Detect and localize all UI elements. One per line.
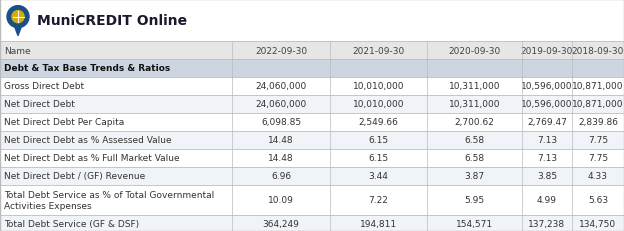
Text: Net Direct Debt: Net Direct Debt: [4, 100, 75, 109]
Text: Name: Name: [4, 46, 31, 55]
Bar: [0, 42, 624, 60]
Text: 3.87: 3.87: [464, 172, 485, 181]
Bar: [0, 149, 624, 167]
Text: 6,098.85: 6,098.85: [261, 118, 301, 127]
Text: 4.99: 4.99: [537, 196, 557, 205]
Text: Total Debt Service as % of Total Governmental
Activities Expenses: Total Debt Service as % of Total Governm…: [4, 191, 214, 210]
Bar: [0, 167, 624, 185]
Text: 5.95: 5.95: [464, 196, 485, 205]
Text: Net Direct Debt as % Full Market Value: Net Direct Debt as % Full Market Value: [4, 154, 180, 163]
Text: 24,060,000: 24,060,000: [255, 100, 306, 109]
Text: Gross Direct Debt: Gross Direct Debt: [4, 82, 84, 91]
Text: 7.13: 7.13: [537, 154, 557, 163]
Text: 134,750: 134,750: [580, 219, 617, 228]
Text: 10,311,000: 10,311,000: [449, 82, 500, 91]
Text: 2018-09-30: 2018-09-30: [572, 46, 624, 55]
Text: 137,238: 137,238: [529, 219, 565, 228]
Bar: [0, 131, 624, 149]
Text: 10,311,000: 10,311,000: [449, 100, 500, 109]
Text: 364,249: 364,249: [263, 219, 300, 228]
Text: 10,871,000: 10,871,000: [572, 82, 624, 91]
Text: 3.44: 3.44: [369, 172, 388, 181]
Text: 2,549.66: 2,549.66: [359, 118, 399, 127]
Text: 14.48: 14.48: [268, 136, 294, 145]
Text: 6.15: 6.15: [368, 136, 389, 145]
Circle shape: [7, 7, 29, 28]
Text: 14.48: 14.48: [268, 154, 294, 163]
Bar: [0, 0, 624, 42]
Text: 4.33: 4.33: [588, 172, 608, 181]
Text: 2,700.62: 2,700.62: [454, 118, 494, 127]
Text: 10,871,000: 10,871,000: [572, 100, 624, 109]
Text: 154,571: 154,571: [456, 219, 493, 228]
Polygon shape: [13, 23, 23, 36]
Text: Net Direct Debt Per Capita: Net Direct Debt Per Capita: [4, 118, 124, 127]
Text: 7.75: 7.75: [588, 154, 608, 163]
Text: Net Direct Debt as % Assessed Value: Net Direct Debt as % Assessed Value: [4, 136, 172, 145]
Text: 2022-09-30: 2022-09-30: [255, 46, 307, 55]
Bar: [0, 113, 624, 131]
Text: Debt & Tax Base Trends & Ratios: Debt & Tax Base Trends & Ratios: [4, 64, 170, 73]
Text: 10,596,000: 10,596,000: [521, 82, 573, 91]
Text: 24,060,000: 24,060,000: [255, 82, 306, 91]
Text: 10,010,000: 10,010,000: [353, 100, 404, 109]
Text: 194,811: 194,811: [360, 219, 397, 228]
Text: 7.13: 7.13: [537, 136, 557, 145]
Text: 7.22: 7.22: [369, 196, 388, 205]
Text: 6.58: 6.58: [464, 154, 485, 163]
Bar: [0, 185, 624, 215]
Text: 6.58: 6.58: [464, 136, 485, 145]
Text: 2020-09-30: 2020-09-30: [449, 46, 500, 55]
Text: Total Debt Service (GF & DSF): Total Debt Service (GF & DSF): [4, 219, 139, 228]
Text: 2019-09-30: 2019-09-30: [521, 46, 573, 55]
Text: 2,769.47: 2,769.47: [527, 118, 567, 127]
Text: 2,839.86: 2,839.86: [578, 118, 618, 127]
Text: Net Direct Debt / (GF) Revenue: Net Direct Debt / (GF) Revenue: [4, 172, 145, 181]
Bar: [0, 60, 624, 78]
Text: 10,010,000: 10,010,000: [353, 82, 404, 91]
Bar: [0, 78, 624, 96]
Bar: [0, 215, 624, 231]
Text: 5.63: 5.63: [588, 196, 608, 205]
Circle shape: [12, 12, 24, 24]
Text: MuniCREDIT Online: MuniCREDIT Online: [37, 14, 187, 28]
Text: 7.75: 7.75: [588, 136, 608, 145]
Text: 10.09: 10.09: [268, 196, 294, 205]
Text: 2021-09-30: 2021-09-30: [353, 46, 404, 55]
Text: 6.96: 6.96: [271, 172, 291, 181]
Text: 10,596,000: 10,596,000: [521, 100, 573, 109]
Text: 3.85: 3.85: [537, 172, 557, 181]
Bar: [0, 96, 624, 113]
Text: 6.15: 6.15: [368, 154, 389, 163]
